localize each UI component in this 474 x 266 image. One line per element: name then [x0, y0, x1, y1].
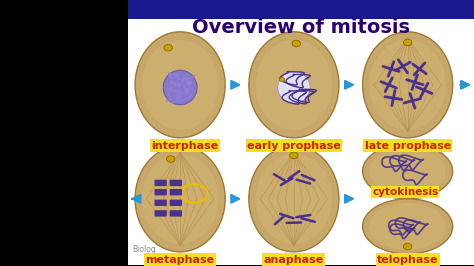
- Text: anaphase: anaphase: [264, 255, 324, 265]
- Ellipse shape: [279, 77, 285, 82]
- Ellipse shape: [255, 40, 332, 130]
- FancyBboxPatch shape: [170, 210, 182, 217]
- Text: interphase: interphase: [151, 141, 219, 151]
- Ellipse shape: [166, 156, 175, 162]
- Ellipse shape: [249, 146, 339, 252]
- Ellipse shape: [278, 72, 310, 103]
- Ellipse shape: [369, 40, 446, 130]
- FancyBboxPatch shape: [170, 200, 182, 206]
- FancyBboxPatch shape: [155, 210, 167, 217]
- Bar: [128, 0, 474, 265]
- Ellipse shape: [403, 144, 412, 151]
- Text: telophase: telophase: [377, 255, 438, 265]
- FancyBboxPatch shape: [170, 180, 182, 186]
- Ellipse shape: [369, 148, 446, 195]
- Ellipse shape: [363, 144, 453, 199]
- FancyBboxPatch shape: [155, 189, 167, 195]
- Ellipse shape: [135, 146, 225, 252]
- Ellipse shape: [164, 44, 173, 51]
- Ellipse shape: [363, 199, 453, 254]
- Ellipse shape: [163, 70, 197, 105]
- Text: Overview of mitosis: Overview of mitosis: [192, 18, 410, 37]
- Bar: [128, 0, 474, 19]
- Ellipse shape: [135, 32, 225, 138]
- Ellipse shape: [403, 39, 412, 46]
- FancyBboxPatch shape: [170, 189, 182, 195]
- Ellipse shape: [363, 32, 453, 138]
- Ellipse shape: [292, 40, 301, 47]
- Text: metaphase: metaphase: [146, 255, 215, 265]
- FancyBboxPatch shape: [155, 180, 167, 186]
- Text: late prophase: late prophase: [365, 141, 451, 151]
- Text: cytokinesis: cytokinesis: [372, 187, 438, 197]
- Ellipse shape: [142, 154, 219, 244]
- Ellipse shape: [142, 40, 219, 130]
- Ellipse shape: [249, 32, 339, 138]
- Ellipse shape: [255, 154, 332, 244]
- Ellipse shape: [403, 243, 412, 250]
- Ellipse shape: [290, 152, 298, 159]
- Text: Biolog: Biolog: [133, 246, 156, 255]
- FancyBboxPatch shape: [155, 200, 167, 206]
- Text: early prophase: early prophase: [247, 141, 341, 151]
- Ellipse shape: [369, 203, 446, 250]
